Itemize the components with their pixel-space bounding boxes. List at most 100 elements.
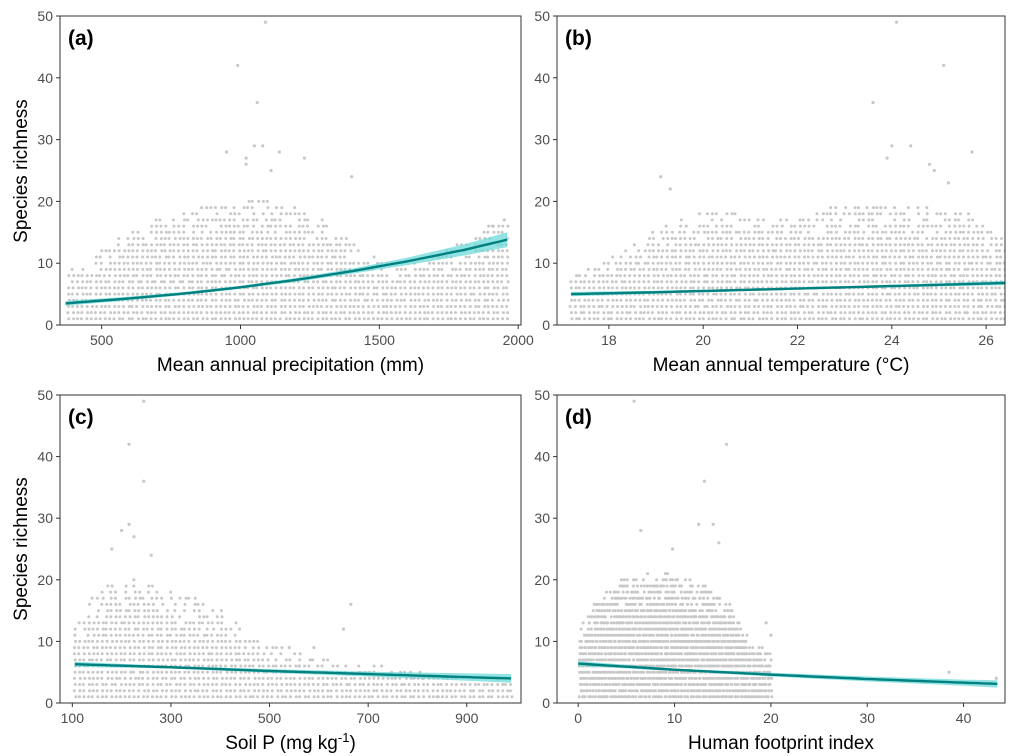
- data-point: [284, 212, 288, 216]
- data-point: [597, 280, 601, 284]
- data-point: [799, 230, 802, 234]
- data-point: [173, 305, 177, 308]
- data-point: [893, 292, 897, 296]
- data-point: [830, 224, 834, 228]
- data-point: [926, 243, 930, 247]
- data-point: [288, 305, 292, 308]
- data-point: [168, 274, 172, 278]
- data-point: [306, 267, 310, 271]
- data-point: [648, 695, 652, 699]
- data-point: [279, 249, 283, 253]
- data-point: [241, 237, 245, 240]
- data-point: [646, 670, 650, 674]
- data-point: [131, 286, 135, 290]
- data-point: [141, 658, 145, 662]
- data-point: [743, 255, 747, 259]
- data-point: [925, 237, 929, 240]
- data-point: [975, 249, 979, 253]
- data-point: [615, 286, 619, 290]
- data-point: [706, 652, 710, 656]
- data-point: [688, 237, 692, 240]
- data-point: [721, 695, 725, 699]
- data-point: [308, 689, 312, 693]
- data-point: [204, 274, 208, 278]
- data-point: [150, 224, 154, 228]
- data-point: [642, 311, 646, 315]
- data-point: [312, 298, 316, 302]
- data-point: [677, 664, 681, 668]
- data-point: [976, 317, 980, 321]
- data-point: [953, 237, 957, 240]
- data-point: [695, 590, 699, 594]
- data-point: [372, 676, 376, 680]
- data-point: [117, 261, 121, 265]
- data-point: [821, 267, 825, 271]
- data-point: [939, 237, 943, 240]
- data-point: [251, 292, 255, 296]
- data-point: [676, 689, 680, 693]
- data-point: [319, 305, 323, 308]
- data-point: [938, 311, 942, 315]
- data-point: [72, 689, 76, 693]
- data-point: [666, 274, 670, 278]
- data-point: [407, 683, 411, 686]
- data-point: [206, 676, 210, 680]
- data-point: [506, 224, 510, 228]
- data-point: [870, 298, 874, 302]
- data-point: [204, 224, 208, 228]
- data-point: [338, 280, 342, 284]
- data-point: [266, 305, 269, 308]
- data-point: [765, 298, 769, 302]
- data-point: [315, 305, 319, 308]
- data-point: [883, 311, 887, 315]
- data-point: [345, 689, 349, 693]
- data-point: [132, 237, 136, 240]
- data-point: [577, 317, 581, 321]
- data-point: [101, 689, 105, 693]
- data-point: [463, 695, 467, 699]
- data-point: [708, 658, 712, 662]
- data-point: [632, 683, 636, 686]
- data-point: [220, 298, 224, 302]
- data-point: [316, 255, 320, 259]
- data-point: [704, 646, 708, 650]
- data-point: [400, 683, 404, 686]
- data-point: [92, 652, 96, 656]
- data-point: [761, 298, 765, 302]
- data-point: [326, 249, 330, 253]
- data-point: [998, 249, 1001, 253]
- data-point: [469, 689, 473, 693]
- data-point: [623, 652, 627, 656]
- data-point: [190, 267, 194, 271]
- data-point: [413, 317, 417, 321]
- data-point: [170, 646, 174, 650]
- data-point: [908, 317, 912, 321]
- data-point: [445, 298, 449, 302]
- data-point: [657, 317, 661, 321]
- data-point: [160, 249, 164, 253]
- data-point: [172, 311, 176, 315]
- data-point: [362, 286, 366, 290]
- data-point: [715, 255, 719, 259]
- data-point: [199, 280, 203, 284]
- data-point: [426, 267, 430, 271]
- data-point: [721, 274, 724, 278]
- data-point: [109, 590, 112, 594]
- data-point: [472, 292, 476, 296]
- data-point: [680, 658, 684, 662]
- data-point: [220, 676, 224, 680]
- data-point: [930, 298, 934, 302]
- data-point: [615, 298, 619, 302]
- data-point: [660, 286, 664, 290]
- data-point: [687, 261, 691, 265]
- data-point: [592, 286, 596, 290]
- data-point: [340, 689, 344, 693]
- data-point: [591, 683, 595, 686]
- data-point: [833, 311, 837, 315]
- outlier-point: [252, 144, 256, 148]
- data-point: [670, 621, 674, 625]
- data-point: [293, 206, 297, 210]
- data-point: [651, 249, 655, 253]
- data-point: [143, 689, 147, 693]
- data-point: [376, 298, 380, 302]
